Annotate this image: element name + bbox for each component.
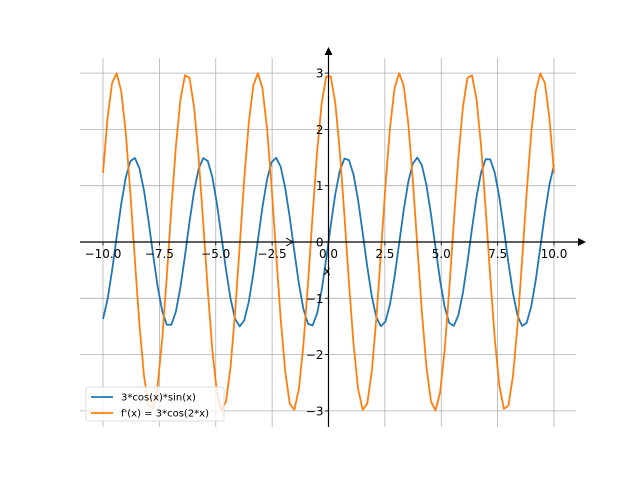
legend-box [85, 386, 225, 422]
x-tick-label: −5.0 [201, 247, 230, 261]
y-tick-label: −3 [306, 404, 324, 418]
axes [80, 47, 586, 427]
legend: 3*cos(x)*sin(x) f'(x) = 3*cos(2*x) [85, 386, 225, 422]
x-tick-label: 10.0 [541, 247, 568, 261]
tick-labels: −10.0 −7.5 −5.0 −2.5 0.0 2.5 5.0 7.5 10.0 −3 −2 −1 0… [85, 67, 568, 419]
x-tick-label: −2.5 [258, 247, 287, 261]
x-tick-label: 5.0 [432, 247, 451, 261]
x-tick-label: 2.5 [375, 247, 394, 261]
y-tick-label: 0 [316, 236, 324, 250]
y-tick-label: 1 [316, 179, 324, 193]
x-axis-label: x [323, 264, 330, 278]
x-tick-label: 0.0 [319, 247, 338, 261]
y-tick-label: −2 [306, 348, 324, 362]
x-axis-arrow-icon [578, 238, 586, 246]
y-tick-label: 3 [316, 67, 324, 81]
x-tick-label: −10.0 [85, 247, 122, 261]
y-axis-arrow-icon [324, 47, 333, 55]
legend-label-2: f'(x) = 3*cos(2*x) [121, 409, 209, 420]
x-tick-label: −7.5 [145, 247, 174, 261]
y-tick-label: −1 [306, 292, 324, 306]
y-tick-label: 2 [316, 123, 324, 137]
x-tick-label: 7.5 [488, 247, 507, 261]
legend-label-1: 3*cos(x)*sin(x) [121, 393, 196, 404]
arrow-marker-icon [285, 237, 295, 247]
